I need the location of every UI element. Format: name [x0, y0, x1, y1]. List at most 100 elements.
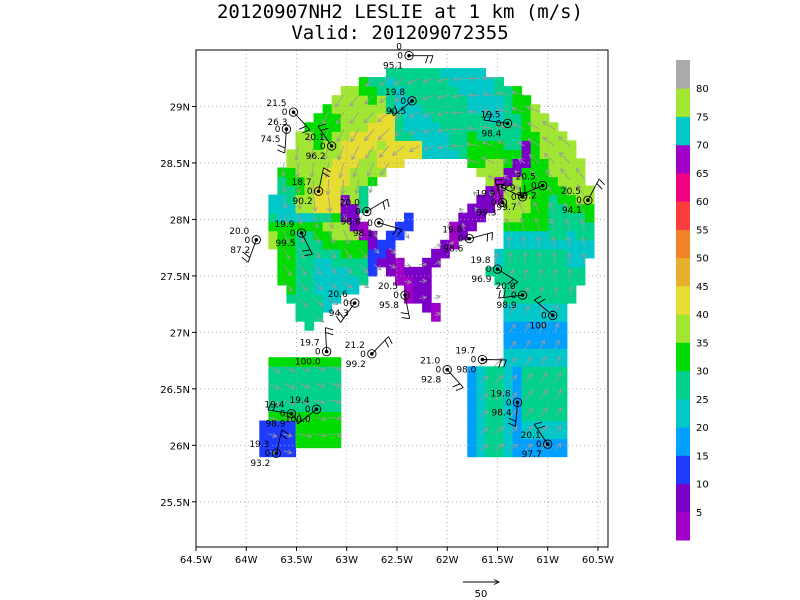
field-cell	[494, 429, 504, 440]
field-cell	[295, 131, 306, 141]
wind-arrow	[403, 263, 412, 268]
field-cell	[277, 185, 287, 196]
station-barb	[404, 295, 411, 319]
field-cell	[277, 194, 287, 205]
wind-arrow	[554, 339, 560, 350]
wind-arrow	[313, 315, 325, 323]
station-barb-flag	[294, 416, 299, 425]
field-cell	[521, 447, 532, 458]
field-cell	[358, 131, 369, 141]
field-cell	[395, 149, 405, 159]
wind-arrow	[461, 222, 467, 231]
station-humidity: 99.2	[346, 360, 366, 370]
field-cell	[548, 294, 559, 304]
field-cell	[331, 221, 342, 232]
field-cell	[304, 275, 315, 286]
wind-arrow	[554, 304, 560, 316]
field-cell	[358, 167, 369, 178]
wind-arrow	[408, 128, 420, 135]
field-cell	[313, 230, 324, 241]
field-cell	[449, 68, 459, 78]
field-cell	[539, 221, 550, 232]
field-cell	[494, 411, 504, 422]
field-cell	[404, 86, 414, 96]
field-cell	[295, 257, 306, 268]
field-cell	[413, 95, 423, 105]
field-cell	[494, 140, 504, 150]
field-cell	[286, 266, 296, 277]
wind-arrow	[537, 251, 543, 265]
wind-arrow	[479, 410, 489, 418]
field-cell	[395, 221, 405, 232]
field-cell	[476, 393, 486, 403]
station-circle	[367, 349, 377, 359]
field-cell	[548, 203, 559, 214]
field-cell	[349, 140, 360, 150]
wind-arrow	[519, 217, 525, 231]
field-cell	[539, 167, 550, 178]
station-humidity: 94.3	[329, 309, 349, 319]
station-temperature: 19.8	[491, 389, 511, 399]
station-humidity: 98.9	[265, 420, 285, 430]
field-cell	[340, 113, 351, 123]
field-cell	[358, 140, 369, 150]
wind-arrow	[283, 281, 293, 292]
station-zero: 0	[320, 142, 326, 152]
field-cell	[286, 275, 296, 286]
field-cell	[503, 149, 514, 159]
wind-arrow	[509, 268, 515, 282]
field-cell	[313, 303, 324, 313]
field-cell	[530, 230, 541, 241]
field-cell	[295, 194, 306, 205]
field-cell	[358, 113, 369, 123]
field-cell	[575, 230, 586, 241]
field-cell	[313, 429, 324, 440]
field-cell	[331, 393, 342, 403]
wind-arrow	[465, 141, 480, 147]
field-cell	[485, 140, 495, 150]
field-cell	[395, 257, 405, 268]
field-cell	[385, 140, 396, 150]
wind-arrow	[339, 179, 346, 196]
wind-arrow	[328, 247, 336, 259]
field-cell	[548, 239, 559, 250]
field-cell	[512, 131, 523, 141]
wind-arrow	[322, 128, 329, 142]
field-cell	[422, 131, 432, 141]
field-cell	[440, 95, 450, 105]
station-barb-flag	[298, 413, 303, 422]
wind-arrow	[298, 433, 313, 439]
field-cell	[548, 257, 559, 268]
field-cell	[467, 402, 477, 412]
field-cell	[268, 357, 278, 367]
wind-arrow	[434, 260, 442, 266]
field-cell	[548, 402, 559, 412]
field-cell	[349, 212, 360, 223]
station-temperature: 21.2	[345, 341, 365, 351]
field-cell	[304, 438, 315, 449]
field-cell	[259, 420, 269, 431]
wind-arrow	[335, 111, 345, 125]
station-barb-flag	[486, 233, 489, 242]
field-cell	[304, 239, 315, 250]
station-humidity: 26.3	[267, 118, 287, 128]
station-zero: 0	[355, 208, 361, 218]
field-cell	[431, 86, 441, 96]
field-cell	[512, 203, 523, 214]
field-cell	[503, 420, 514, 431]
field-cell	[340, 212, 351, 223]
wind-arrow	[341, 196, 347, 206]
wind-arrow	[557, 136, 571, 147]
station-temperature: 20.5	[378, 282, 398, 292]
station-barb-flag	[302, 249, 311, 252]
wind-arrow	[467, 92, 480, 98]
station-temperature: 19.9	[274, 220, 294, 230]
station-barb-flag	[338, 311, 344, 319]
wind-arrow	[283, 449, 293, 455]
field-cell	[539, 248, 550, 259]
wind-arrow	[394, 111, 405, 119]
field-cell	[404, 149, 414, 159]
field-cell	[286, 149, 296, 159]
